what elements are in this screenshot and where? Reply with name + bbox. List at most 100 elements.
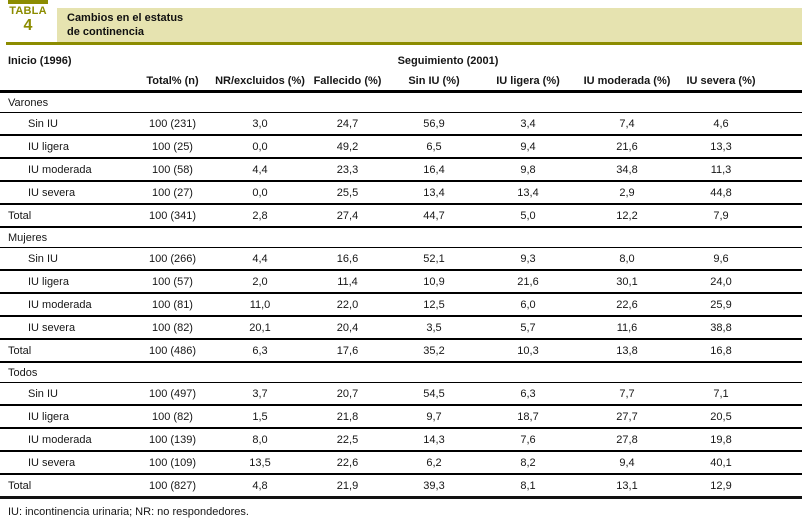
column-header: Sin IU (%) [390,71,478,93]
cell-value: 6,3 [215,339,305,363]
cell-spacer [766,247,803,271]
cell-value: 22,5 [305,428,390,452]
cell-value: 25,9 [676,293,767,317]
cell-value: 49,2 [305,135,390,159]
cell-value: 23,3 [305,158,390,182]
cell-value: 13,4 [478,181,578,205]
cell-value: 6,2 [390,451,478,475]
table-row: IU ligera 100 (82) 1,5 21,8 9,7 18,7 27,7 20,5 [0,405,803,429]
cell-value: 25,5 [305,181,390,205]
cell-value: 7,7 [578,382,676,406]
cell-value: 7,4 [578,112,676,136]
cell-value: 20,7 [305,382,390,406]
cell-value: 18,7 [478,405,578,429]
cell-value: 11,6 [578,316,676,340]
cell-value: 5,0 [478,204,578,228]
cell-value: 11,3 [676,158,767,182]
cell-spacer [766,451,803,475]
table-row: IU severa 100 (82) 20,1 20,4 3,5 5,7 11,6 38,8 [0,316,803,340]
column-header-spacer [766,71,803,93]
cell-value: 6,3 [478,382,578,406]
cell-value: 21,8 [305,405,390,429]
cell-value: 12,5 [390,293,478,317]
cell-spacer [766,405,803,429]
cell-value: 0,0 [215,181,305,205]
cell-value: 27,8 [578,428,676,452]
cell-value: 100 (25) [130,135,215,159]
cell-spacer [766,339,803,363]
title-strip: Cambios en el estatus de continencia [57,8,802,42]
cell-value: 4,4 [215,247,305,271]
cell-value: 7,9 [676,204,767,228]
table-head: Inicio (1996) Seguimiento (2001) Total% … [0,50,803,93]
cell-value: 3,0 [215,112,305,136]
table-title-line2: de continencia [67,26,145,38]
cell-value: 21,6 [578,135,676,159]
table-row: Total 100 (827) 4,8 21,9 39,3 8,1 13,1 12,9 [0,474,803,499]
cell-value: 9,3 [478,247,578,271]
cell-value: 4,8 [215,474,305,499]
cell-spacer [766,428,803,452]
table-row: IU ligera 100 (57) 2,0 11,4 10,9 21,6 30,1 24,0 [0,270,803,294]
cell-value: 20,5 [676,405,767,429]
cell-value: 12,9 [676,474,767,499]
cell-spacer [766,135,803,159]
cell-value: 10,9 [390,270,478,294]
cell-value: 100 (81) [130,293,215,317]
cell-value: 100 (486) [130,339,215,363]
section-row: Todos [0,362,803,383]
table-row: Total 100 (486) 6,3 17,6 35,2 10,3 13,8 16,8 [0,339,803,363]
row-label: IU ligera [0,405,130,429]
cell-value: 5,7 [478,316,578,340]
cell-value: 20,1 [215,316,305,340]
cell-value: 100 (109) [130,451,215,475]
cell-value: 34,8 [578,158,676,182]
cell-value: 100 (27) [130,181,215,205]
row-label: Total [0,339,130,363]
cell-spacer [766,181,803,205]
column-header: IU severa (%) [676,71,767,93]
cell-value: 22,0 [305,293,390,317]
row-label: IU ligera [0,270,130,294]
cell-value: 54,5 [390,382,478,406]
table-row: Total 100 (341) 2,8 27,4 44,7 5,0 12,2 7,9 [0,204,803,228]
cell-value: 27,4 [305,204,390,228]
cell-value: 12,2 [578,204,676,228]
cell-value: 21,9 [305,474,390,499]
cell-value: 22,6 [578,293,676,317]
cell-spacer [766,204,803,228]
row-label: Sin IU [0,112,130,136]
row-label: Sin IU [0,247,130,271]
cell-value: 40,1 [676,451,767,475]
row-label: IU moderada [0,293,130,317]
cell-value: 0,0 [215,135,305,159]
cell-spacer [766,293,803,317]
table-row: IU moderada 100 (58) 4,4 23,3 16,4 9,8 34,8 11,… [0,158,803,182]
cell-value: 13,8 [578,339,676,363]
table-number-box: TABLA 4 [8,0,48,34]
cell-value: 100 (827) [130,474,215,499]
cell-value: 100 (341) [130,204,215,228]
header-label-spacer [0,71,130,93]
section-row: Varones [0,91,803,113]
table-number: 4 [23,17,33,34]
header-spacer [766,50,802,71]
cell-value: 100 (266) [130,247,215,271]
table-row: IU moderada 100 (81) 11,0 22,0 12,5 6,0 22,6 25… [0,293,803,317]
table-row: IU severa 100 (109) 13,5 22,6 6,2 8,2 9,4 40,1 [0,451,803,475]
cell-spacer [766,158,803,182]
cell-value: 39,3 [390,474,478,499]
table-title-line1: Cambios en el estatus [67,12,184,24]
cell-value: 2,9 [578,181,676,205]
column-header: Total% (n) [130,71,215,93]
cell-value: 8,0 [215,428,305,452]
cell-value: 100 (58) [130,158,215,182]
cell-value: 2,0 [215,270,305,294]
cell-value: 3,5 [390,316,478,340]
table-wrap: Inicio (1996) Seguimiento (2001) Total% … [0,50,803,499]
cell-value: 16,6 [305,247,390,271]
table-row: IU severa 100 (27) 0,0 25,5 13,4 13,4 2,9 44,8 [0,181,803,205]
cell-value: 9,8 [478,158,578,182]
cell-value: 8,0 [578,247,676,271]
